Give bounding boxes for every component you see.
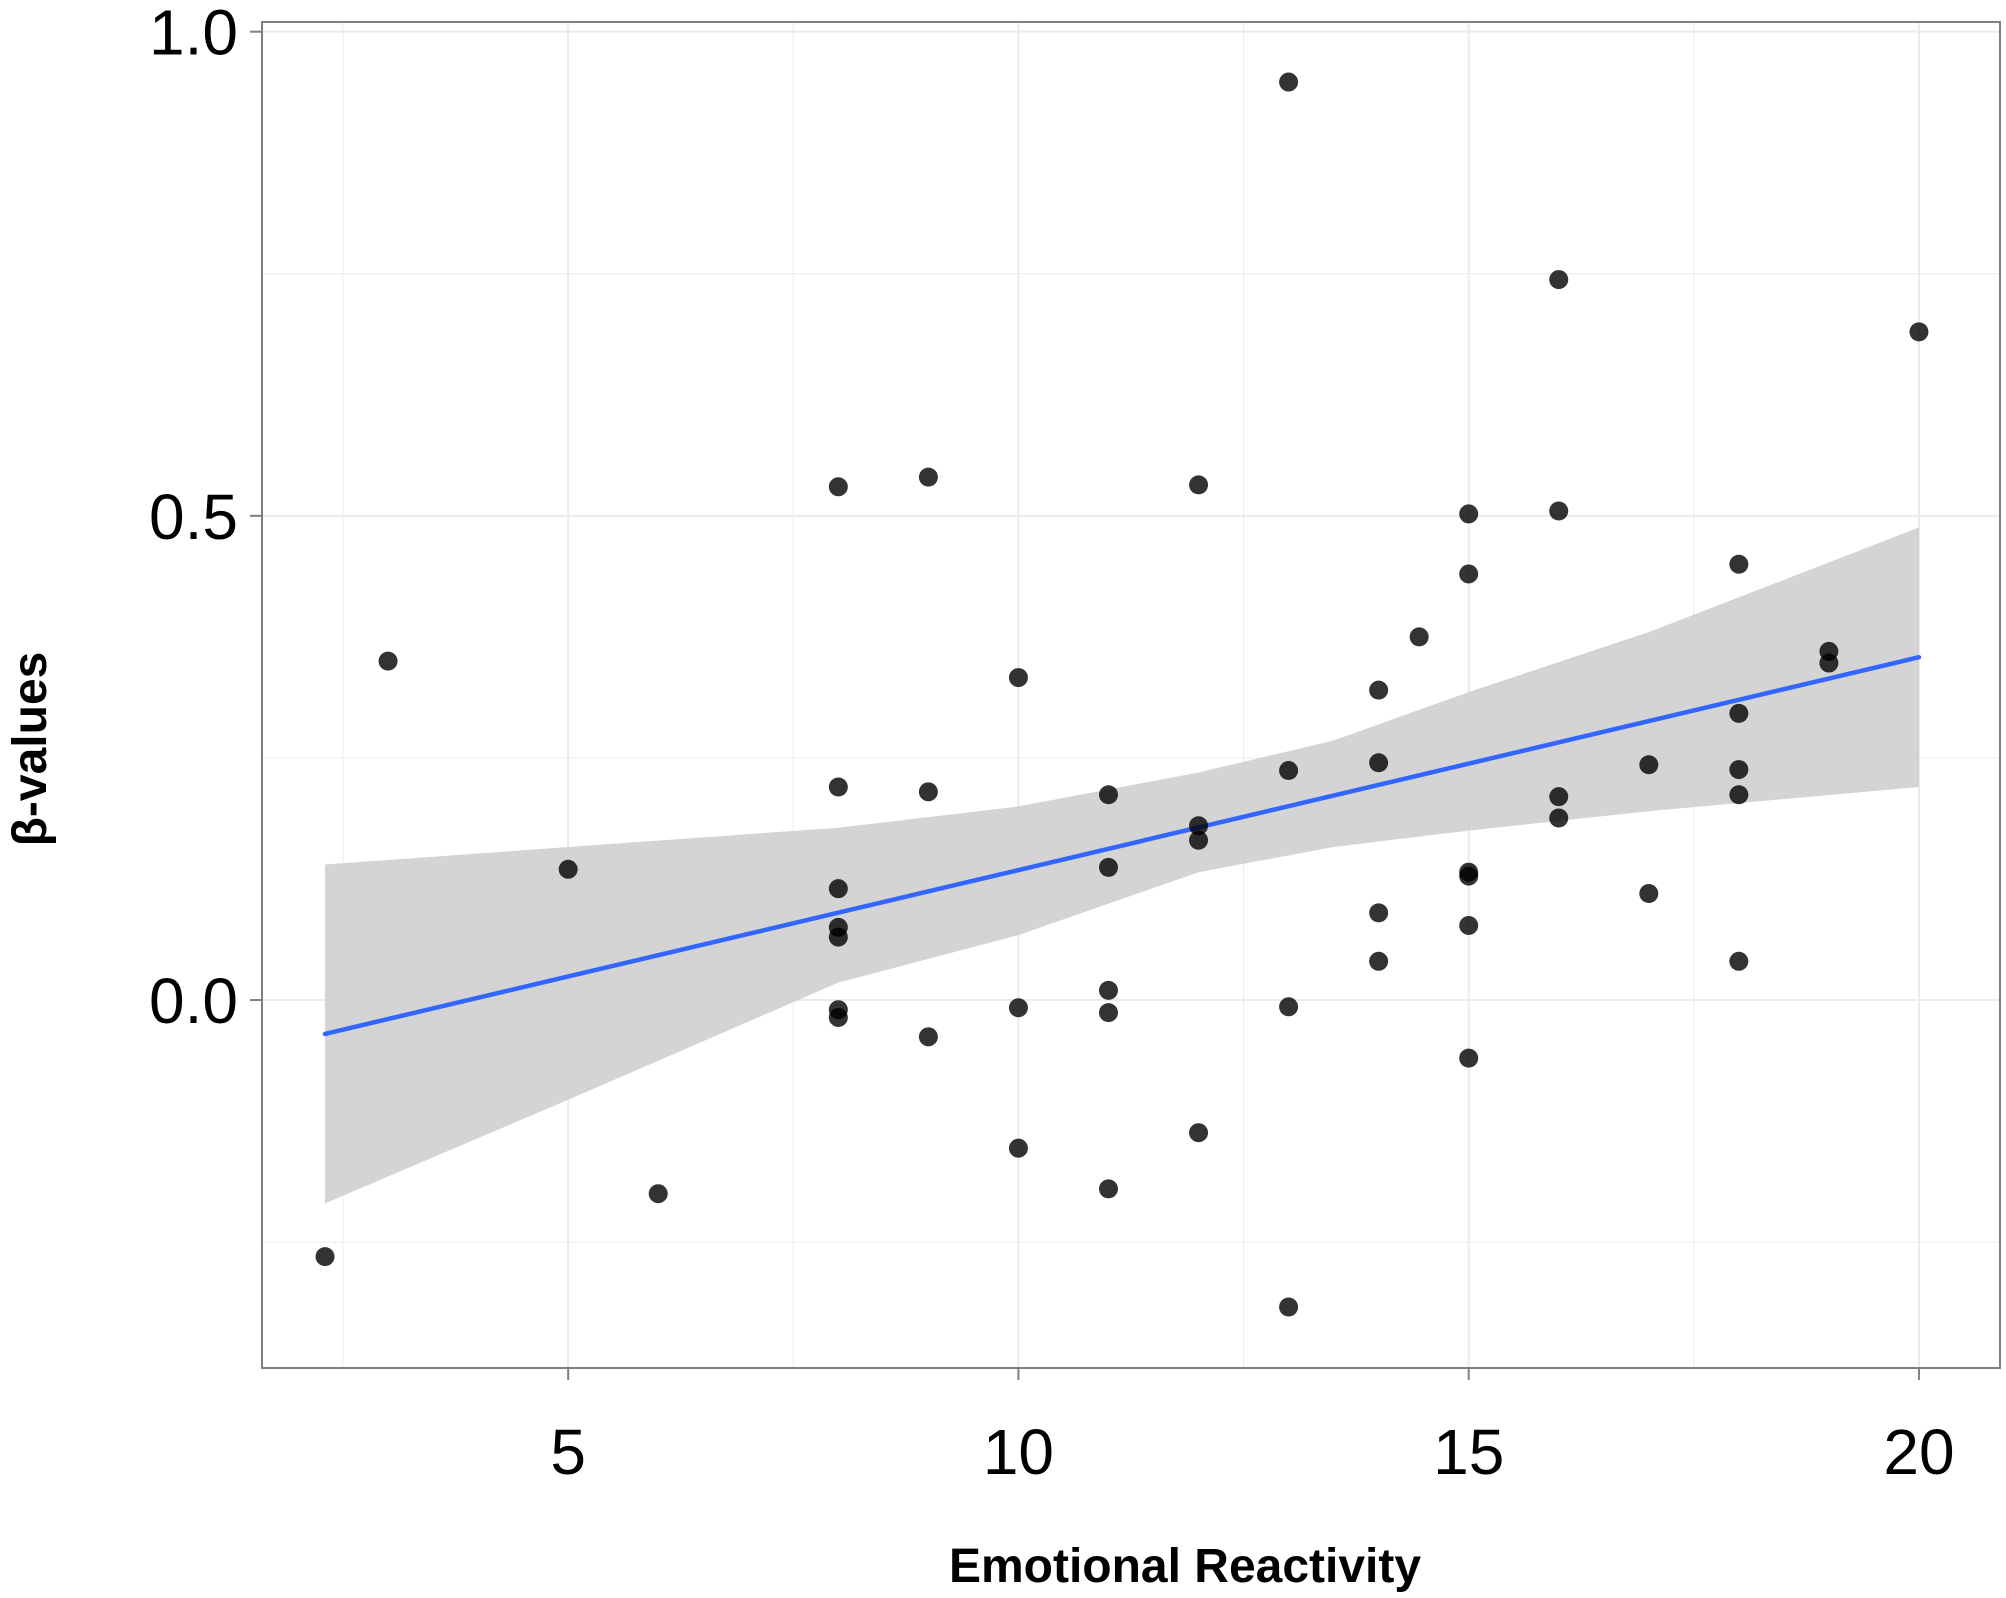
- data-point: [1909, 322, 1929, 342]
- x-tick-label: 5: [550, 1416, 586, 1488]
- plot-panel-border: [261, 21, 2001, 1369]
- data-point: [378, 651, 398, 671]
- data-point: [1189, 816, 1209, 836]
- data-point: [1459, 504, 1479, 524]
- data-point: [1549, 501, 1569, 521]
- data-point: [1729, 785, 1749, 805]
- data-point: [828, 879, 848, 899]
- y-tick-label: 0.5: [149, 481, 238, 553]
- data-point: [1459, 866, 1479, 886]
- data-point: [1639, 755, 1659, 775]
- data-point: [1098, 980, 1118, 1000]
- data-point: [1098, 785, 1118, 805]
- data-point: [1729, 951, 1749, 971]
- axis-ticks: [250, 30, 1920, 1380]
- data-point: [1369, 951, 1389, 971]
- data-point: [558, 859, 578, 879]
- x-axis-tick-labels: 5 10 15 20: [550, 1416, 1954, 1488]
- data-point: [918, 782, 938, 802]
- y-axis-title: β-values: [4, 652, 57, 847]
- data-point: [1279, 72, 1299, 92]
- data-point: [1459, 1048, 1479, 1068]
- data-point: [1729, 703, 1749, 723]
- data-point: [1098, 1179, 1118, 1199]
- fit-line-layer: [322, 654, 1922, 1037]
- data-point: [1459, 915, 1479, 935]
- confidence-band: [325, 527, 1919, 1204]
- data-point: [1189, 475, 1209, 495]
- x-tick-label: 10: [983, 1416, 1054, 1488]
- x-tick-label: 20: [1883, 1416, 1954, 1488]
- data-point: [1549, 787, 1569, 807]
- data-point: [1098, 857, 1118, 877]
- data-point: [315, 1247, 335, 1267]
- data-point: [1008, 668, 1028, 688]
- y-tick-label: 0.0: [149, 965, 238, 1037]
- data-point: [828, 477, 848, 497]
- data-point: [918, 467, 938, 487]
- data-point: [1008, 998, 1028, 1018]
- data-point: [1369, 753, 1389, 773]
- confidence-band-layer: [325, 527, 1919, 1204]
- data-point: [828, 927, 848, 947]
- data-points: [315, 72, 1929, 1317]
- y-tick-label: 1.0: [149, 0, 238, 69]
- data-point: [918, 1027, 938, 1047]
- data-point: [1189, 1123, 1209, 1143]
- data-point: [1279, 1297, 1299, 1317]
- x-tick-label: 15: [1433, 1416, 1504, 1488]
- data-point: [1549, 808, 1569, 828]
- data-point: [1098, 1003, 1118, 1023]
- regression-line: [322, 654, 1922, 1037]
- data-point: [1459, 564, 1479, 584]
- x-axis-title: Emotional Reactivity: [949, 1540, 1421, 1593]
- data-point: [648, 1184, 668, 1204]
- data-point: [828, 1007, 848, 1027]
- data-point: [1279, 761, 1299, 781]
- data-point: [1008, 1138, 1028, 1158]
- data-point: [828, 777, 848, 797]
- data-point: [1729, 760, 1749, 780]
- data-point: [1409, 627, 1429, 647]
- data-point: [1549, 270, 1569, 290]
- data-point: [1279, 997, 1299, 1017]
- data-point: [1639, 884, 1659, 904]
- data-point: [1729, 554, 1749, 574]
- data-point: [1369, 903, 1389, 923]
- data-point: [1819, 653, 1839, 673]
- data-point: [1369, 680, 1389, 700]
- y-axis-tick-labels: 0.0 0.5 1.0: [149, 0, 238, 1037]
- data-point: [1189, 830, 1209, 850]
